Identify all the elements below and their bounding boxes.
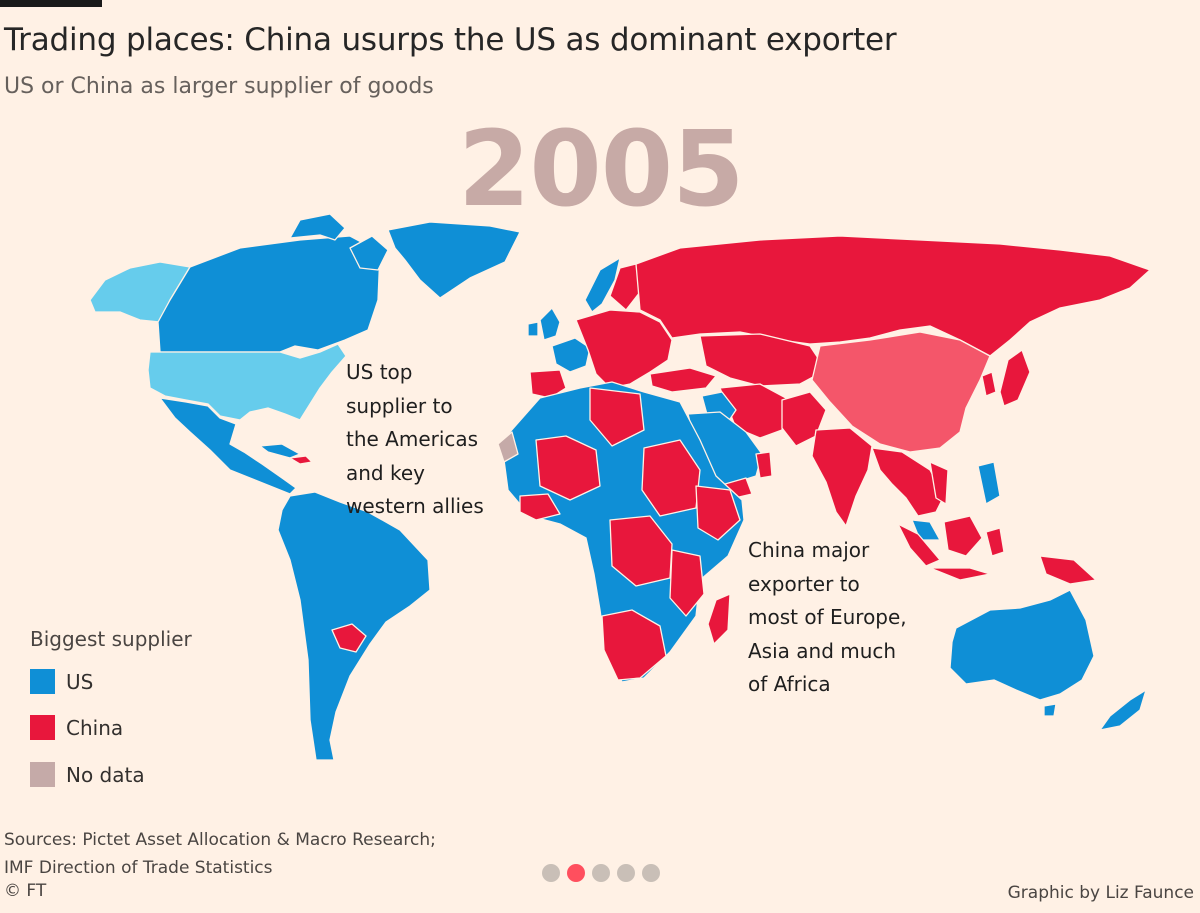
map-region-paraguay [331,623,367,653]
map-region-china [811,331,991,453]
map-region-arctic-islands [289,213,346,241]
map-region-usa [147,343,347,421]
annotation-us-line: and key [346,460,425,485]
map-region-mexico [159,397,297,495]
sources: Sources: Pictet Asset Allocation & Macro… [4,826,436,882]
pagination-dots [542,864,660,882]
annotation-china-line: of Africa [748,672,831,696]
map-region-france [551,337,591,373]
legend-swatch-us [30,669,55,694]
graphic-credit: Graphic by Liz Faunce [1007,883,1194,903]
legend-label-no-data: No data [66,762,145,787]
map-region-norway [584,257,621,313]
top-accent-bar [0,0,102,7]
map-region-india [811,427,873,527]
sources-line: IMF Direction of Trade Statistics [4,858,273,878]
map-region-java [929,567,991,581]
map-region-cuba [259,443,301,459]
pagination-dot[interactable] [542,864,560,882]
annotation-us-line: the Americas [346,427,479,451]
map-region-borneo [943,515,983,557]
chart-subtitle: US or China as larger supplier of goods [4,74,434,99]
legend-item-no-data: No data [30,762,145,787]
annotation-china-line: China major [748,538,870,562]
map-region-sumatra [897,523,941,567]
sources-line: Sources: Pictet Asset Allocation & Macro… [4,830,436,850]
map-region-korea [981,371,997,397]
map-region-baffin [349,235,389,271]
map-region-sudan-cn [641,439,701,517]
map-region-oman [755,451,773,479]
map-region-sahel-cn [535,435,601,501]
annotation-us-line: supplier to [346,393,453,418]
map-region-uk [539,307,561,341]
map-region-russia [635,235,1151,357]
pagination-dot[interactable] [567,864,585,882]
annotation-us-line: US top [346,360,413,384]
map-region-congo-cn [609,515,673,587]
map-region-sulawesi [985,527,1005,557]
map-region-europe [575,309,673,389]
legend-item-china: China [30,715,123,740]
annotation-china: China major exporter to most of Europe, … [748,534,907,702]
legend-swatch-china [30,715,55,740]
map-region-southern-africa-cn [601,609,667,681]
legend-title: Biggest supplier [30,627,192,651]
annotation-us-line: western allies [346,494,484,518]
legend-swatch-no-data [30,762,55,787]
map-region-central-asia [699,333,827,387]
copyright: © FT [4,881,47,901]
map-region-madagascar [707,593,731,645]
map-region-hispaniola [289,455,313,465]
legend-label-us: US [66,669,94,694]
map-region-philippines [977,461,1001,505]
pagination-dot[interactable] [617,864,635,882]
chart-title: Trading places: China usurps the US as d… [4,22,897,58]
map-region-tasmania [1043,703,1057,717]
map-region-turkey [649,367,717,393]
pagination-dot[interactable] [592,864,610,882]
map-region-western-sahara [497,431,519,463]
year-label: 2005 [458,108,744,230]
map-region-new-zealand [1099,689,1147,731]
legend-item-us: US [30,669,93,694]
annotation-china-line: exporter to [748,571,860,596]
map-region-japan [999,349,1031,407]
map-region-canada [157,235,381,353]
map-region-png [1039,555,1097,585]
map-region-ethiopia-cn [695,485,741,541]
annotation-us: US top supplier to the Americas and key … [346,356,484,524]
map-region-east-africa-cn [669,549,705,617]
map-region-west-africa-cn [519,493,561,521]
annotation-china-line: most of Europe, [748,605,907,629]
map-region-greenland [387,221,521,299]
map-region-australia [949,589,1095,701]
map-region-se-asia [871,447,945,517]
map-region-north-africa-cn [589,387,645,447]
legend-label-china: China [66,715,124,740]
pagination-dot[interactable] [642,864,660,882]
map-region-vietnam [929,461,949,505]
annotation-china-line: Asia and much [748,638,897,663]
map-region-ireland [527,321,539,337]
